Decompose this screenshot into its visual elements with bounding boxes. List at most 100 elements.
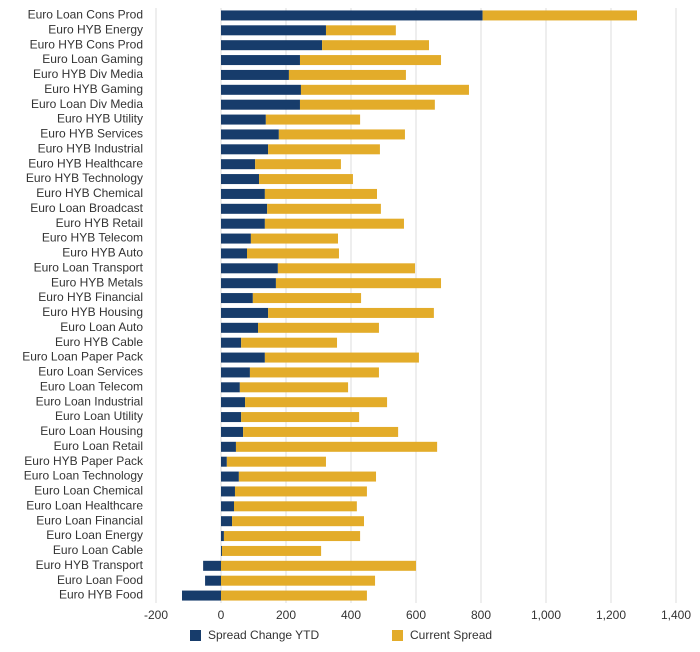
y-tick-label: Euro HYB Food	[59, 588, 143, 602]
bar	[268, 307, 434, 318]
x-tick-label: 800	[471, 608, 491, 622]
bar	[221, 590, 367, 601]
y-tick-label: Euro Loan Transport	[34, 260, 144, 274]
bar	[235, 441, 438, 452]
bar	[221, 486, 235, 497]
bar	[221, 471, 239, 482]
bar	[221, 129, 279, 140]
bar	[221, 218, 265, 229]
bar	[221, 412, 242, 423]
y-tick-label: Euro HYB Auto	[62, 246, 143, 260]
bar	[288, 69, 406, 80]
bar	[221, 397, 246, 408]
y-tick-label: Euro HYB Energy	[48, 22, 143, 36]
y-tick-label: Euro Loan Telecom	[40, 379, 143, 393]
bar	[252, 293, 362, 304]
bar	[221, 367, 250, 378]
bar	[221, 99, 300, 110]
y-tick-label: Euro Loan Utility	[55, 409, 143, 423]
bar	[182, 590, 221, 601]
bar	[255, 159, 341, 170]
bar	[265, 114, 361, 125]
y-tick-label: Euro HYB Healthcare	[28, 156, 143, 170]
bar	[278, 129, 405, 140]
bar	[264, 352, 419, 363]
y-tick-label: Euro HYB Technology	[26, 171, 143, 185]
y-tick-label: Euro HYB Div Media	[33, 67, 143, 81]
y-tick-label: Euro Loan Energy	[46, 528, 143, 542]
bar	[267, 203, 381, 214]
legend-label: Current Spread	[410, 628, 492, 642]
bar	[205, 575, 221, 586]
y-tick-label: Euro Loan Cons Prod	[28, 8, 143, 22]
bar	[221, 203, 268, 214]
bar	[221, 40, 323, 51]
bar	[223, 531, 361, 542]
x-tick-label: 0	[218, 608, 225, 622]
bar	[221, 441, 236, 452]
bar	[239, 382, 349, 393]
bar	[221, 144, 269, 155]
y-tick-label: Euro HYB Paper Pack	[24, 454, 144, 468]
bar	[221, 307, 269, 318]
bar	[221, 233, 251, 244]
y-tick-label: Euro Loan Food	[57, 573, 143, 587]
bar	[299, 99, 435, 110]
bar	[221, 560, 416, 571]
bar	[221, 501, 234, 512]
bar	[221, 10, 483, 21]
y-tick-label: Euro Loan Healthcare	[26, 498, 143, 512]
bar	[221, 545, 322, 556]
bar	[277, 263, 416, 274]
bar	[221, 174, 260, 185]
bar	[234, 486, 367, 497]
bar	[245, 397, 388, 408]
y-tick-label: Euro HYB Chemical	[36, 186, 143, 200]
y-tick-label: Euro HYB Financial	[38, 290, 143, 304]
bar	[232, 516, 364, 527]
legend-label: Spread Change YTD	[208, 628, 320, 642]
y-tick-label: Euro Loan Auto	[60, 320, 143, 334]
y-tick-label: Euro Loan Services	[38, 365, 143, 379]
bar	[221, 456, 227, 467]
x-tick-label: 1,200	[596, 608, 626, 622]
bar	[221, 293, 253, 304]
y-tick-label: Euro HYB Industrial	[38, 141, 143, 155]
legend-swatch	[392, 630, 403, 641]
x-tick-label: 1,400	[661, 608, 691, 622]
y-tick-label: Euro Loan Housing	[40, 424, 143, 438]
y-tick-label: Euro Loan Broadcast	[30, 201, 143, 215]
bar	[250, 233, 338, 244]
bar	[203, 560, 221, 571]
y-tick-label: Euro HYB Retail	[56, 216, 143, 230]
bar	[249, 367, 379, 378]
bar	[221, 337, 242, 348]
y-tick-label: Euro HYB Gaming	[44, 82, 143, 96]
bar	[221, 25, 326, 36]
bar	[241, 337, 338, 348]
y-tick-label: Euro Loan Paper Pack	[22, 350, 144, 364]
y-tick-label: Euro HYB Metals	[51, 275, 143, 289]
bar	[221, 263, 278, 274]
bar	[264, 218, 404, 229]
bar	[241, 412, 360, 423]
legend-swatch	[190, 630, 201, 641]
y-tick-label: Euro Loan Industrial	[36, 394, 143, 408]
bar	[243, 426, 399, 437]
bar	[247, 248, 339, 259]
x-tick-label: -200	[144, 608, 168, 622]
y-tick-label: Euro Loan Div Media	[31, 97, 143, 111]
bar	[221, 352, 265, 363]
bar	[221, 278, 276, 289]
y-tick-label: Euro HYB Housing	[42, 305, 143, 319]
bar	[221, 55, 300, 66]
bar	[221, 322, 259, 333]
bar	[258, 322, 379, 333]
y-tick-label: Euro HYB Transport	[36, 558, 144, 572]
x-tick-label: 1,000	[531, 608, 561, 622]
y-tick-label: Euro Loan Cable	[53, 543, 143, 557]
bar	[325, 25, 396, 36]
bar	[221, 382, 240, 393]
bar	[221, 426, 244, 437]
